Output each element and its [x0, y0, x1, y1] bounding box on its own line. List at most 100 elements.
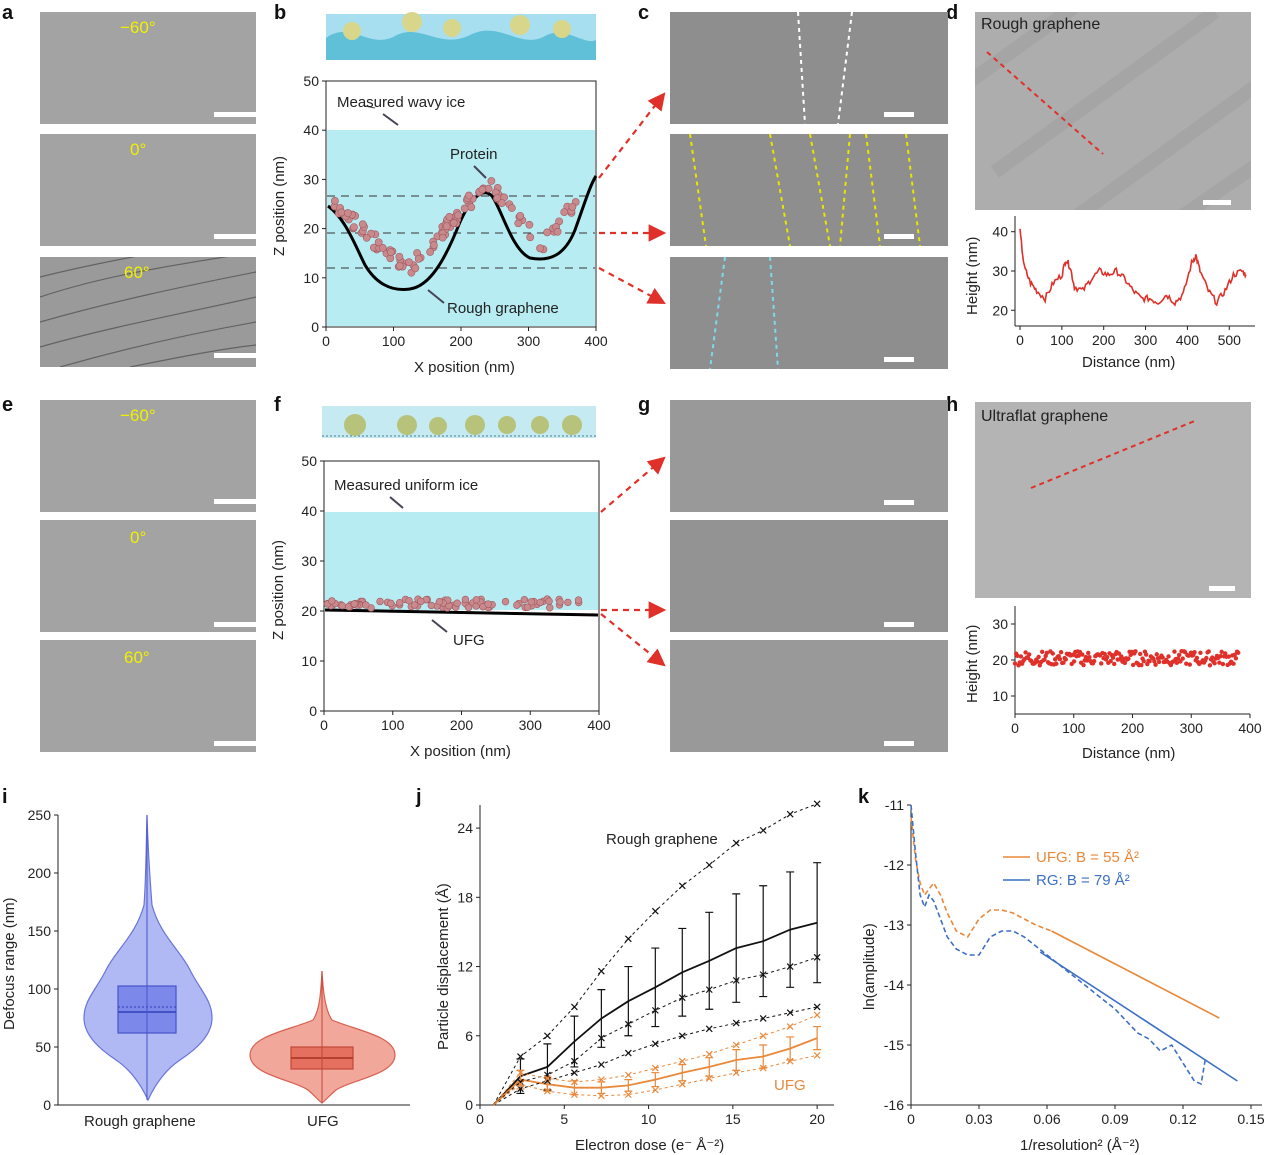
micrograph-h: Ultraflat graphene [975, 402, 1251, 598]
data-marker [544, 1032, 551, 1040]
height-point [1039, 649, 1045, 654]
panel-letter-a: a [2, 2, 14, 24]
tomogram-outline [797, 12, 853, 124]
y-tick-label: 6 [465, 1028, 473, 1044]
data-marker [813, 1003, 821, 1011]
data-marker [624, 1091, 632, 1099]
protein-particle [525, 220, 534, 229]
y-tick-label: 20 [301, 603, 317, 619]
protein-particle [405, 596, 413, 605]
amplitude-curve [910, 816, 1052, 939]
y-tick-label: -13 [884, 917, 904, 933]
protein-particle [350, 600, 359, 608]
y-tick-label: 10 [303, 270, 319, 286]
height-point [1084, 658, 1090, 663]
data-marker [570, 1057, 578, 1065]
protein-particle [526, 233, 535, 242]
y-tick-label: 0 [311, 319, 319, 335]
y-axis-label: Particle displacement (Å) [435, 883, 452, 1050]
height-point [1083, 654, 1089, 660]
height-point [1035, 659, 1040, 664]
height-point [1223, 651, 1228, 656]
scale-bar [1203, 200, 1231, 205]
micrograph-label: Rough graphene [981, 16, 1101, 33]
micrograph-a-minus60: −60° [40, 12, 256, 124]
height-point [1147, 659, 1152, 664]
data-marker [705, 1050, 713, 1058]
protein-particle [362, 601, 370, 609]
protein-particle [435, 597, 444, 606]
data-marker [786, 1023, 794, 1030]
graphene-wrinkles [40, 257, 256, 367]
height-point [1042, 657, 1047, 662]
height-point [1218, 653, 1223, 659]
protein-particle [520, 595, 529, 604]
height-point [1143, 652, 1149, 657]
legend-rg: RG: B = 79 Å² [1036, 872, 1130, 889]
height-point [1187, 662, 1193, 667]
y-tick-label: 20 [303, 221, 319, 237]
height-point [1061, 660, 1066, 665]
protein-particle [429, 241, 438, 250]
protein-particle [516, 211, 525, 220]
scale-bar [214, 622, 256, 627]
tomogram-g-middle [670, 520, 948, 632]
data-marker [678, 1032, 686, 1040]
profile-line [1030, 419, 1198, 489]
error-bar [759, 885, 768, 998]
y-tick-label: 12 [457, 959, 473, 975]
panel-letter-f: f [274, 394, 281, 416]
tilt-angle-label: 60° [124, 648, 150, 667]
data-marker [759, 1032, 767, 1040]
y-tick-label: 50 [301, 453, 317, 469]
y-tick-label: 20 [992, 302, 1008, 318]
height-point [1226, 654, 1232, 659]
height-point [1110, 655, 1116, 660]
data-marker [570, 1078, 578, 1086]
data-marker [732, 839, 740, 847]
data-marker [705, 1025, 713, 1033]
height-point [1219, 649, 1224, 655]
data-marker [732, 1019, 740, 1027]
data-marker [624, 1020, 632, 1028]
protein-particle [536, 598, 544, 607]
x-tick-label: 200 [1121, 720, 1145, 736]
data-marker [786, 963, 794, 970]
data-marker [624, 1049, 632, 1057]
y-tick-label: 200 [28, 865, 52, 881]
ann-rough-graphene: Rough graphene [447, 300, 559, 317]
tomogram-outline [709, 257, 779, 369]
data-marker [705, 986, 713, 994]
x-tick-label: 100 [1050, 332, 1074, 348]
x-ticks: 0 100 200 300 400 500 [1016, 326, 1241, 348]
y-tick-label: -14 [884, 977, 904, 993]
height-point [1176, 652, 1182, 658]
graphene-bands [975, 12, 1251, 210]
data-marker [517, 1069, 524, 1077]
panel-d-plot: 20 30 40 0 100 200 300 400 500 Height (nm) Dist… [964, 216, 1255, 371]
y-tick-label: 150 [28, 923, 52, 939]
height-point [1081, 662, 1086, 668]
panel-f-illustration [322, 406, 596, 438]
panel-i-plot: 0 50 100 150 200 250 Defocus range (nm) Rough… [1, 807, 410, 1130]
error-bar [813, 1025, 822, 1051]
y-tick-label: 40 [303, 122, 319, 138]
y-tick-label: 30 [303, 171, 319, 187]
ufg-line [324, 608, 599, 617]
y-tick-label: 10 [301, 653, 317, 669]
label-rough-graphene: Rough graphene [606, 831, 718, 848]
y-axis-label: Z position (nm) [270, 540, 287, 640]
data-marker [597, 1092, 605, 1100]
scale-bar [1209, 586, 1235, 591]
y-tick-label: -15 [884, 1037, 904, 1053]
scale-bar [884, 500, 914, 505]
protein-particle [523, 603, 532, 611]
protein-particle [472, 596, 481, 604]
panel-k-plot: -11 -12 -13 -14 -15 -16 0 0.03 0.06 0.09 0.12 0.15… [861, 797, 1265, 1154]
height-point [1026, 652, 1032, 657]
height-point [1153, 662, 1158, 667]
protein-particle [501, 597, 510, 606]
x-tick-label: 200 [450, 717, 474, 733]
data-marker [517, 1078, 524, 1086]
